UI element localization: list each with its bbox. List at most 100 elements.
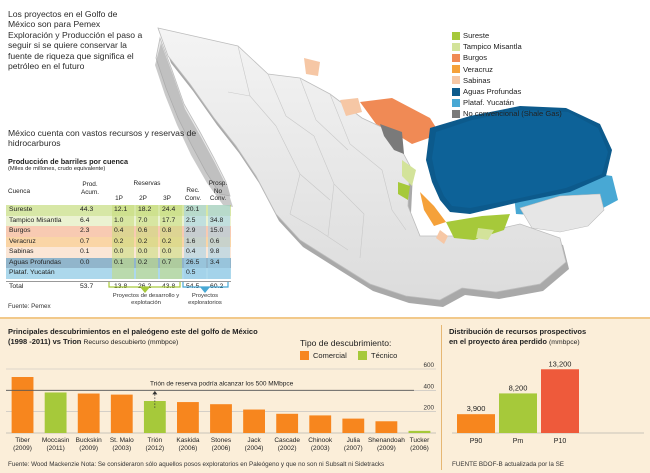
side-x-tick-label: P10 <box>554 438 567 445</box>
x-tick-year: (2006) <box>179 445 198 452</box>
cell-p1: 0.4 <box>112 226 134 237</box>
bar <box>11 377 34 433</box>
x-tick-year: (2009) <box>79 445 98 452</box>
x-tick-label: St. Malo <box>110 437 134 444</box>
cell-prosp: 9.8 <box>208 247 230 258</box>
cell-prod: 44.3 <box>80 206 94 213</box>
bar <box>309 415 332 433</box>
main-chart-title: Principales descubrimientos en el paleóg… <box>8 327 258 336</box>
side-chart-units: (mmbpce) <box>549 339 580 346</box>
y-tick-label: 600 <box>423 362 434 369</box>
cell-prod: 53.7 <box>80 282 94 290</box>
header-1p: 1P <box>115 195 123 202</box>
cell-rec: 54.5 <box>186 282 200 290</box>
note-desarrollo: Proyectos de desarrollo y explotación <box>112 293 180 306</box>
side-chart-source: FUENTE BDOF-B actualizada por la SE <box>452 461 564 468</box>
x-tick-year: (2006) <box>410 445 429 452</box>
cell-p1: 12.1 <box>112 205 134 216</box>
swatch-comercial <box>300 351 309 360</box>
cell-p2 <box>136 268 158 279</box>
legend-label: Sureste <box>463 31 490 41</box>
legend-swatch <box>452 98 460 107</box>
x-tick-year: (2007) <box>344 445 363 452</box>
cell-cuenca: Aguas Profundas <box>9 258 62 266</box>
cell-rec: 1.6 <box>184 236 206 247</box>
basin-sureste <box>446 214 510 240</box>
x-tick-label: Kaskida <box>176 437 200 444</box>
header-3p: 3P <box>163 195 171 202</box>
legend-item: Sabinas <box>452 75 562 86</box>
cell-prosp <box>208 205 230 216</box>
side-bar-value: 8,200 <box>509 383 528 392</box>
sub-heading: México cuenta con vastos recursos y rese… <box>8 128 197 149</box>
main-chart-subtitle: (1998 -2011) vs Trion Recurso descubiert… <box>8 337 178 346</box>
cell-p2: 0.6 <box>136 226 158 237</box>
bar <box>375 421 398 433</box>
table-source: Fuente: Pemex <box>8 303 51 310</box>
cell-prod: 0.7 <box>80 237 90 245</box>
x-tick-label: Stones <box>211 437 232 444</box>
legend-swatch <box>452 109 460 118</box>
cell-prod: 0.1 <box>80 248 90 255</box>
cell-rec: 26.5 <box>184 257 206 268</box>
side-bar-value: 13,200 <box>549 359 572 368</box>
legend-item: Plataf. Yucatán <box>452 97 562 108</box>
bar <box>177 402 199 433</box>
table-row: Veracruz 0.7 0.2 0.2 0.2 1.6 0.6 <box>6 236 231 247</box>
cell-rec: 20.1 <box>184 205 206 216</box>
type-title: Tipo de descubrimiento: <box>300 338 392 348</box>
side-bar-value: 3,900 <box>467 404 486 413</box>
cell-p3: 24.4 <box>160 205 182 216</box>
x-tick-year: (2009) <box>13 445 32 452</box>
x-tick-label: Buckskin <box>76 437 102 444</box>
cell-p2: 7.0 <box>136 215 158 226</box>
bar <box>110 394 133 433</box>
header-prosp: Prosp. No Conv. <box>208 180 228 202</box>
legend-label: Tampico Misantla <box>463 42 522 52</box>
bar <box>210 404 232 433</box>
bar <box>342 418 365 433</box>
table-row: Burgos 2.3 0.4 0.6 0.8 2.9 15.0 <box>6 226 231 237</box>
side-chart-title2: en el proyecto área perdido <box>449 337 547 346</box>
side-chart-title: Distribución de recursos prospectivos <box>449 327 587 336</box>
cell-p3: 43.8 <box>162 282 176 290</box>
cell-cuenca: Plataf. Yucatán <box>9 269 55 276</box>
x-tick-label: Julia <box>347 437 361 444</box>
header-prod: Prod. Acum. <box>80 181 100 196</box>
cell-prosp: 0.6 <box>208 236 230 247</box>
x-tick-year: (2003) <box>112 445 131 452</box>
legend-tecnico: Técnico <box>358 351 397 360</box>
x-tick-year: (2003) <box>311 445 330 452</box>
y-tick-label: 200 <box>423 405 434 412</box>
table-row: Aguas Profundas 0.0 0.1 0.2 0.7 26.5 3.4 <box>6 257 231 268</box>
bar <box>243 409 265 433</box>
yucatan-peninsula <box>519 193 605 233</box>
legend-label: Aguas Profundas <box>463 87 522 97</box>
bar <box>44 392 67 433</box>
x-tick-year: (2012) <box>145 445 164 452</box>
side-bar <box>541 369 579 433</box>
cell-prosp: 3.4 <box>208 257 230 268</box>
bar <box>408 430 431 433</box>
cell-rec: 2.9 <box>184 226 206 237</box>
discoveries-bar-chart: 200400600Tiber(2009)Moccasin(2011)Bucksk… <box>6 362 436 452</box>
cell-p1: 13.8 <box>114 282 128 290</box>
cell-rec: 0.4 <box>184 247 206 258</box>
cell-p1: 0.2 <box>112 236 134 247</box>
legend-item: Sureste <box>452 30 562 41</box>
charts-section: Principales descubrimientos en el paleóg… <box>0 317 650 473</box>
legend-comercial-label: Comercial <box>313 351 347 360</box>
cell-p2: 18.2 <box>136 205 158 216</box>
table-row: Plataf. Yucatán 0.5 <box>6 268 231 279</box>
mexico-map <box>155 27 618 307</box>
annotation-arrow <box>152 390 158 395</box>
legend-swatch <box>452 42 460 51</box>
side-x-tick-label: Pm <box>513 438 524 445</box>
y-tick-label: 400 <box>423 383 434 390</box>
basin-tampico <box>402 160 416 186</box>
prospective-resources-chart: 3,900 P90 8,200 Pm 13,200 P10 <box>452 359 644 445</box>
x-tick-label: Cascade <box>274 437 300 444</box>
basin-sureste <box>476 228 494 240</box>
cell-prosp: 34.8 <box>208 215 230 226</box>
table-row: Total 53.7 13.8 26.2 43.8 54.5 60.2 <box>6 280 231 292</box>
